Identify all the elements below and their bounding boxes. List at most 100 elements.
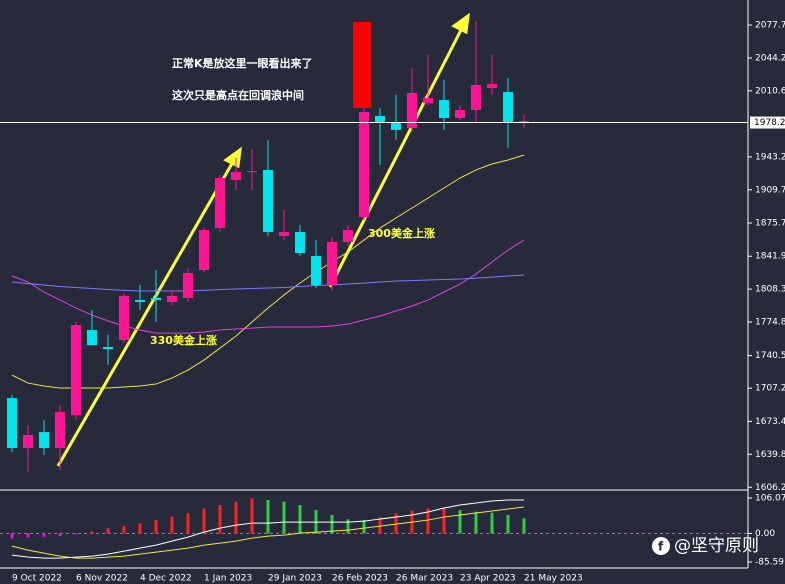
watermark-icon [652, 537, 670, 555]
watermark-icon-f: f [658, 540, 664, 554]
histogram-bar [170, 516, 174, 534]
histogram-bar [458, 510, 462, 534]
histogram-bar [26, 533, 30, 538]
candle-body [71, 325, 81, 416]
candle-body [119, 295, 129, 341]
line-series [11, 499, 524, 559]
annotation: 330美金上涨 [150, 333, 217, 347]
histogram-bar [186, 513, 190, 534]
candle-body [279, 232, 289, 237]
histogram-bar [10, 533, 14, 539]
candle-body [167, 295, 177, 302]
histogram-bar [522, 518, 526, 534]
candle-body [455, 109, 465, 119]
annotation: 正常K是放这里一眼看出来了 [172, 56, 313, 70]
y-tick-label: 1606.20 [755, 483, 785, 493]
histogram-bar [106, 528, 110, 534]
histogram-bar [202, 508, 206, 534]
y-tick-label: 1808.35 [755, 285, 785, 295]
candle-body [199, 230, 209, 271]
histogram-bar [442, 508, 446, 534]
y-tick-label: -85.59 [755, 558, 784, 568]
histogram-bar [394, 513, 398, 534]
histogram-bar [378, 517, 382, 534]
candle-body [375, 115, 385, 123]
histogram-bar [138, 523, 142, 534]
x-tick-label: 1 Jan 2023 [204, 574, 252, 584]
y-tick-label: 0.00 [755, 529, 775, 539]
x-tick-label: 26 Feb 2023 [332, 574, 388, 584]
candle-body [503, 92, 513, 123]
candle-body [183, 272, 193, 298]
x-tick-label: 21 May 2023 [524, 574, 583, 584]
price-tag [750, 116, 785, 129]
histogram-bar [218, 505, 222, 534]
histogram-bar [490, 512, 494, 534]
y-tick-label: 1639.85 [755, 450, 785, 460]
candle-body [231, 172, 241, 180]
candle-body [135, 300, 145, 302]
candle-body [23, 435, 33, 449]
x-tick-label: 26 Mar 2023 [396, 574, 453, 584]
y-tick-label: 1841.90 [755, 252, 785, 262]
x-tick-label: 6 Nov 2022 [76, 574, 128, 584]
histogram-bar [346, 519, 350, 534]
y-tick-label: 1707.25 [755, 384, 785, 394]
line-series [11, 274, 525, 292]
candle-body [471, 84, 481, 110]
candle-body [343, 230, 353, 243]
y-tick-label: 2077.75 [755, 21, 785, 31]
y-tick-label: 1740.55 [755, 351, 785, 361]
candle-body [103, 346, 113, 350]
y-tick-label: 2044.20 [755, 53, 785, 63]
candle-body [87, 330, 97, 346]
x-tick-label: 9 Oct 2022 [12, 574, 62, 584]
candle-body [359, 112, 369, 218]
histogram-bar [42, 533, 46, 537]
histogram-bar [282, 501, 286, 534]
histogram-bar [474, 511, 478, 534]
histogram-bar [154, 520, 158, 534]
annotation: 300美金上涨 [368, 226, 435, 240]
candle-body [151, 297, 161, 301]
line-series [11, 506, 525, 559]
candle-body [423, 98, 433, 104]
y-tick-label: 1673.40 [755, 417, 785, 427]
y-tick-label: 1774.80 [755, 317, 785, 327]
candle-body [7, 398, 17, 449]
line-series [11, 154, 525, 389]
annotation: 这次只是高点在回调浪中间 [172, 88, 304, 102]
y-tick-label: 1943.25 [755, 152, 785, 162]
watermark: @坚守原则 [674, 536, 759, 556]
candle-body [407, 93, 417, 129]
histogram-bar [90, 531, 94, 534]
candle-body [519, 120, 529, 123]
candle-body [215, 178, 225, 228]
candle-body [439, 99, 449, 119]
histogram-bar [234, 501, 238, 534]
y-tick-label: 1909.70 [755, 185, 785, 195]
histogram-bar [122, 526, 126, 534]
line-series [11, 239, 525, 334]
histogram-bar [362, 520, 366, 534]
candle-body [487, 84, 497, 89]
y-tick-label: 1875.75 [755, 219, 785, 229]
candle-body [247, 171, 257, 173]
candle-body [39, 432, 49, 449]
histogram-bar [58, 533, 62, 537]
candle-body [263, 169, 273, 233]
candle-body [327, 242, 337, 286]
x-tick-label: 4 Dec 2022 [140, 574, 192, 584]
candle-body [391, 122, 401, 130]
histogram-bar [74, 533, 78, 535]
arrows [56, 12, 470, 467]
highlight-box [353, 22, 371, 108]
histogram-bar [506, 515, 510, 534]
candle-body [311, 256, 321, 286]
histogram-bar [330, 515, 334, 534]
histogram-bar [298, 505, 302, 534]
histogram-bar [426, 508, 430, 534]
y-tick-label: 106.07 [755, 493, 785, 503]
candle-body [295, 232, 305, 253]
